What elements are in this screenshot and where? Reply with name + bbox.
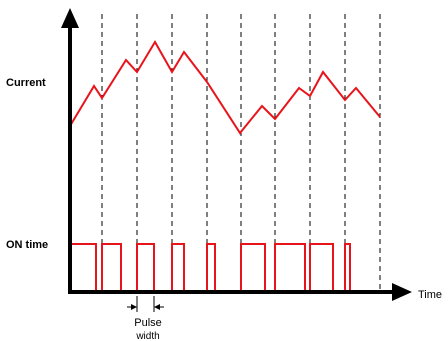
current-waveform — [69, 40, 381, 135]
current-label: Current — [6, 77, 46, 89]
period-grid-lines — [101, 14, 381, 292]
pulse-width-marker — [127, 296, 164, 312]
pulse-width-label-line2: width — [135, 331, 159, 341]
on-time-label: ON time — [6, 239, 48, 251]
y-axis-arrow-icon — [61, 8, 79, 28]
time-axis-label: Time — [418, 289, 442, 301]
on-time-pulse-train — [70, 243, 380, 293]
x-axis-arrow-icon — [392, 283, 412, 301]
pulse-width-label-line1: Pulse — [134, 317, 162, 329]
